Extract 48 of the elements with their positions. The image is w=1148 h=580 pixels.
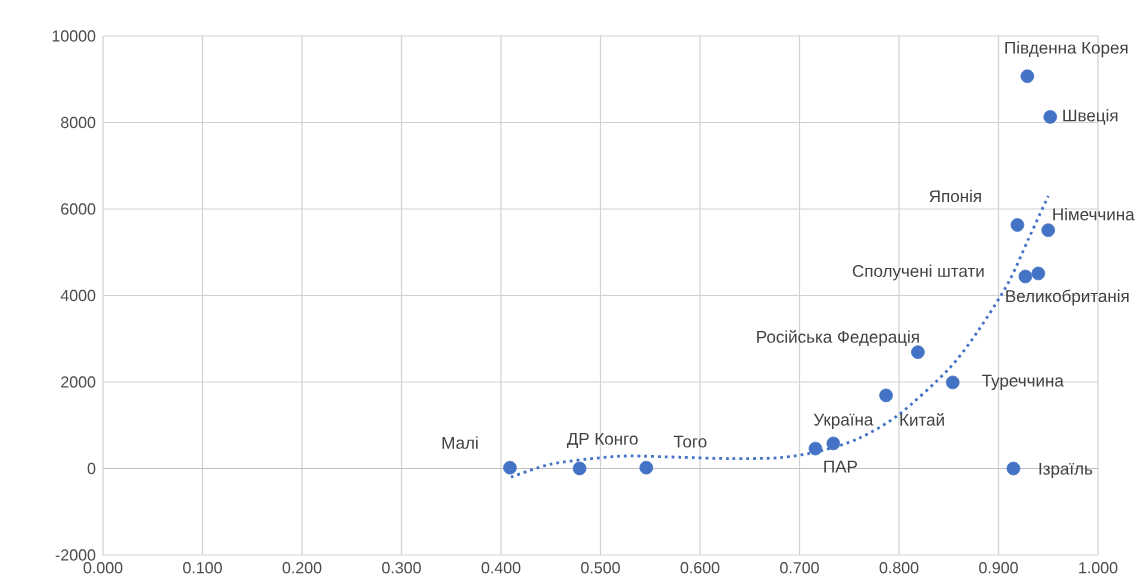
x-tick-label: 0.600 [680,562,720,574]
point [639,460,654,475]
annotation: Південна Корея [1005,41,1128,58]
x-tick-label: 0.100 [183,562,222,574]
x-tick-label: 0.500 [581,562,620,574]
annotation: Ізраїль [1039,462,1093,479]
annotation: Великобританія [1006,289,1129,306]
annotation: Туреччина [982,374,1064,390]
annotation: Німеччина [1053,207,1135,221]
annotation: ПАР [824,460,857,473]
x-tick-label: 0.700 [780,562,819,574]
y-tick-label: -2000 [55,549,96,561]
y-tick-label: 6000 [61,203,96,215]
annotation: Китай [900,413,944,426]
annotation: Російська Федерація [757,330,919,347]
x-tick-label: 1.000 [1079,562,1118,574]
point [826,436,841,451]
point [1006,461,1021,476]
point [1031,266,1046,281]
x-tick-label: 0.300 [382,562,421,574]
annotation: Малі [442,436,478,449]
y-tick-label: 4000 [60,289,96,302]
y-tick-label: 8000 [61,116,96,129]
point [911,345,925,359]
point [1010,218,1025,232]
point [945,375,960,390]
point [1020,69,1035,83]
x-tick-label: 0.800 [879,562,919,574]
y-tick-label: 2000 [61,376,96,388]
point [879,388,893,403]
x-tick-label: 0.900 [979,562,1018,574]
annotation: Того [673,435,707,448]
annotation: Сполучені штати [852,264,984,281]
point [808,441,823,456]
point [572,461,587,476]
point [1018,269,1033,284]
x-tick-label: 0.200 [282,562,322,574]
x-tick-label: 0.400 [481,562,521,574]
annotation: Японія [929,189,981,203]
annotation: Україна [813,413,874,429]
annotation: ДР Конго [566,432,638,449]
annotation: Швеція [1063,108,1118,125]
y-tick-label: 0 [87,462,96,475]
point [503,460,517,475]
y-tick-label: 10000 [52,30,96,42]
x-tick-label: 0.000 [83,562,123,574]
point [1043,110,1058,124]
point [1041,223,1056,237]
